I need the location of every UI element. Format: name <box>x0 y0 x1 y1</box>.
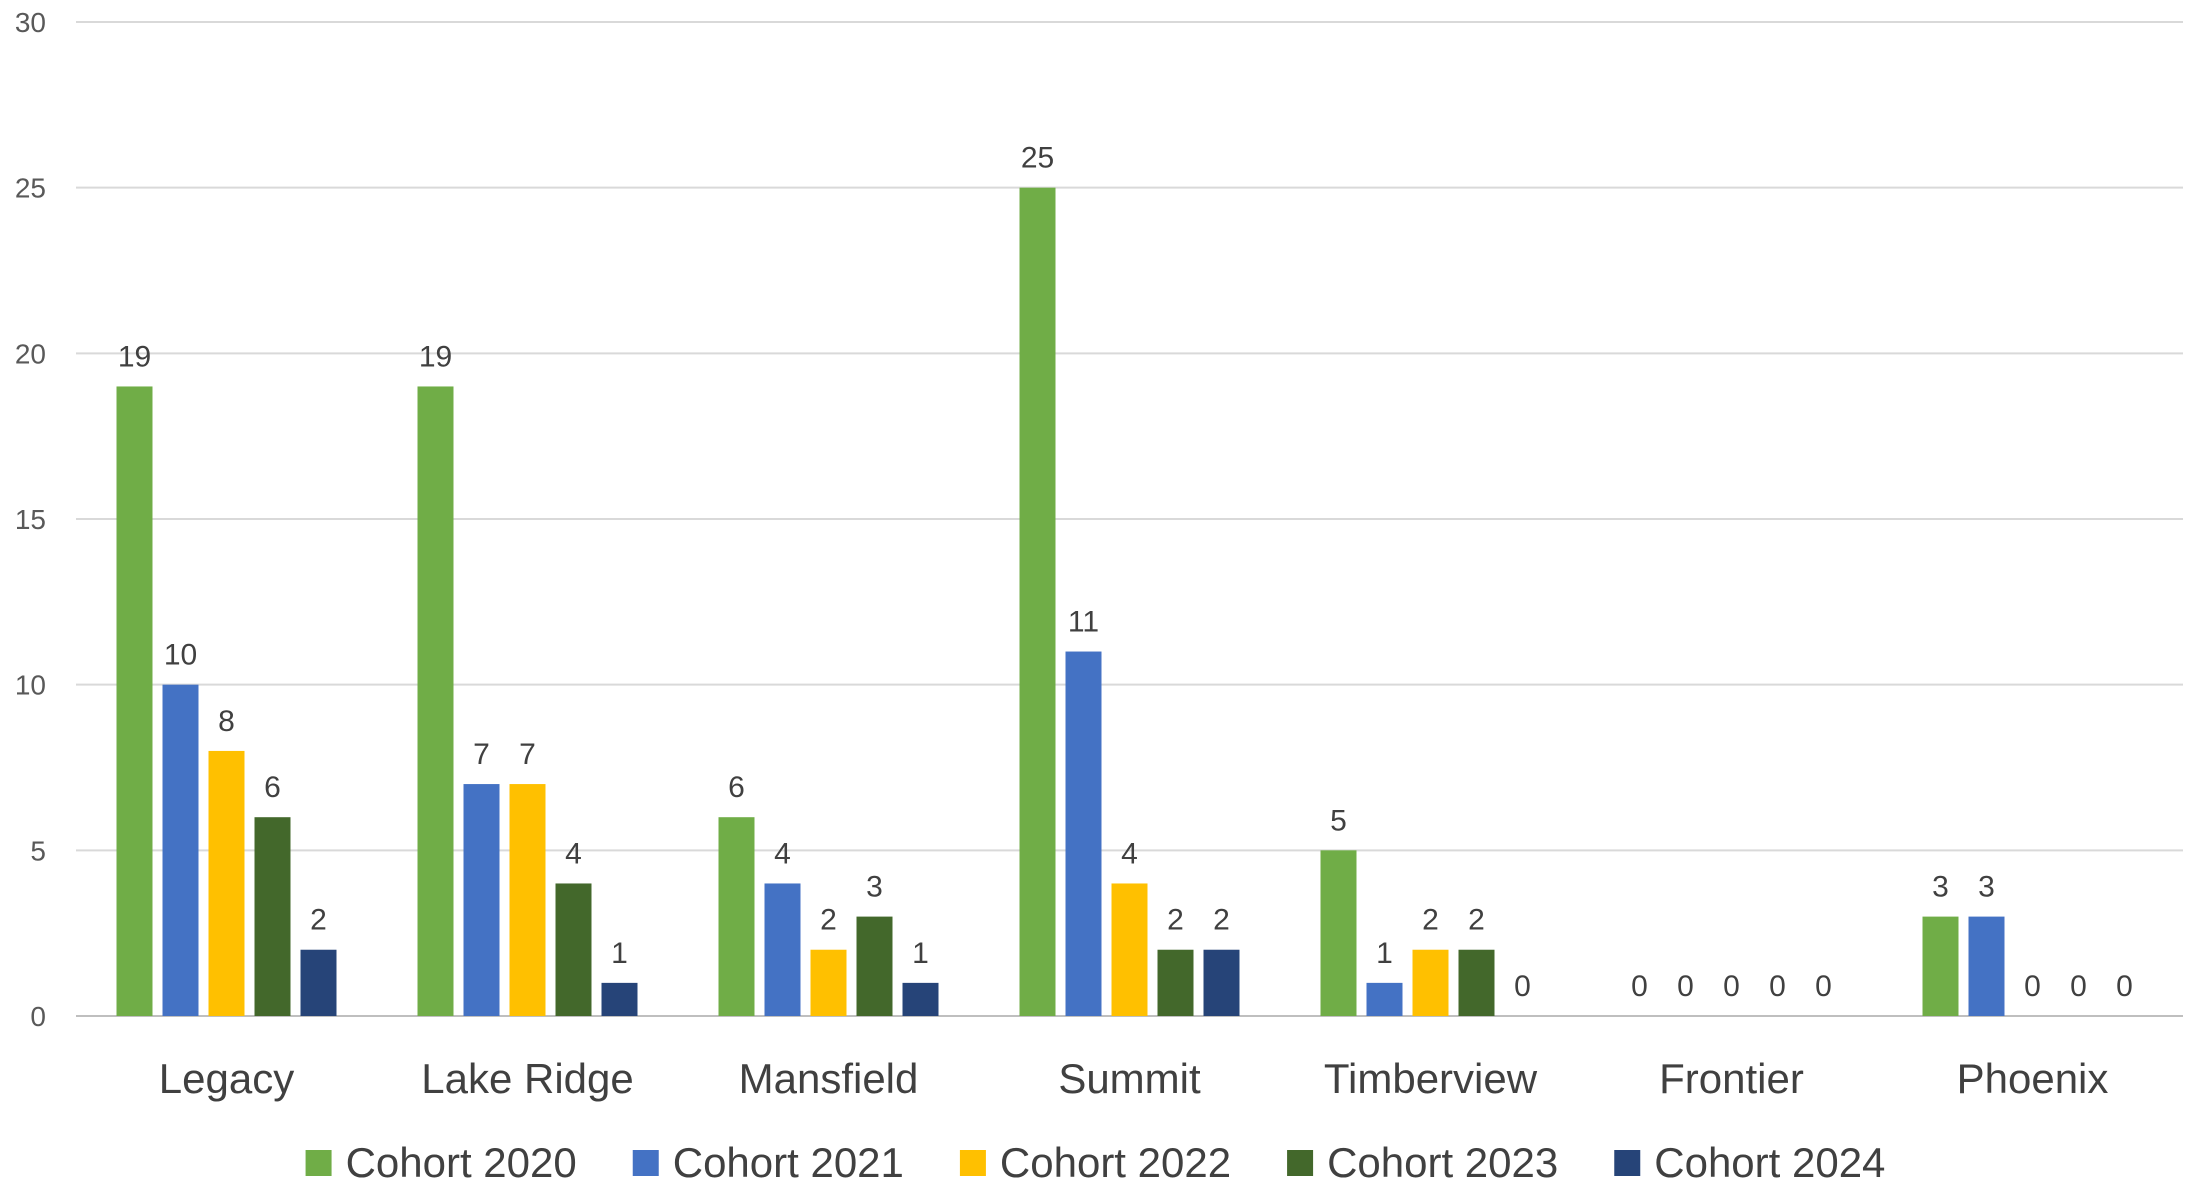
data-label: 6 <box>264 771 281 804</box>
bar-legacy-cohort-2021 <box>162 684 199 1016</box>
category-label: Timberview <box>1324 1055 1538 1102</box>
data-label: 19 <box>419 340 452 373</box>
legend: Cohort 2020 Cohort 2021 Cohort 2022 Cohort … <box>305 1139 1885 1186</box>
data-label: 7 <box>519 738 536 771</box>
data-label: 2 <box>820 904 837 937</box>
y-tick-label: 30 <box>15 7 46 38</box>
legend-swatch <box>1287 1150 1314 1176</box>
category-label: Summit <box>1058 1055 1201 1102</box>
y-tick-label: 5 <box>30 835 46 866</box>
category-label: Mansfield <box>739 1055 919 1102</box>
bar-summit-cohort-2021 <box>1065 651 1102 1016</box>
y-tick-label: 15 <box>15 504 46 535</box>
legend-label: Cohort 2022 <box>1000 1139 1231 1186</box>
data-label: 0 <box>2116 970 2133 1003</box>
bar-lake-ridge-cohort-2023 <box>555 883 592 1016</box>
data-label: 6 <box>728 771 745 804</box>
data-label: 0 <box>1514 970 1531 1003</box>
data-label: 0 <box>2070 970 2087 1003</box>
legend-swatch <box>305 1150 332 1176</box>
bar-mansfield-cohort-2020 <box>718 817 755 1016</box>
legend-swatch <box>1614 1150 1641 1176</box>
bar-summit-cohort-2023 <box>1157 949 1194 1016</box>
bar-phoenix-cohort-2021 <box>1968 916 2005 1016</box>
y-tick-label: 0 <box>30 1001 46 1032</box>
legend-item: Cohort 2021 <box>632 1139 904 1186</box>
data-label: 3 <box>1978 871 1995 904</box>
x-axis-categories: Legacy Lake Ridge Mansfield Summit Timbervie… <box>159 1055 2109 1102</box>
bar-lake-ridge-cohort-2021 <box>463 784 500 1016</box>
data-label: 7 <box>473 738 490 771</box>
data-label: 2 <box>1422 904 1439 937</box>
data-label: 1 <box>1376 937 1393 970</box>
legend-item: Cohort 2020 <box>305 1139 577 1186</box>
category-label: Phoenix <box>1957 1055 2109 1102</box>
bar-lake-ridge-cohort-2020 <box>417 386 454 1016</box>
legend-swatch <box>632 1150 659 1176</box>
category-label: Frontier <box>1659 1055 1804 1102</box>
data-label: 4 <box>1121 837 1138 870</box>
bar-legacy-cohort-2024 <box>300 949 337 1016</box>
data-label: 10 <box>164 639 197 672</box>
bar-mansfield-cohort-2024 <box>902 982 939 1016</box>
data-label: 25 <box>1021 142 1054 175</box>
data-label: 19 <box>118 340 151 373</box>
data-label: 2 <box>1213 904 1230 937</box>
bar-summit-cohort-2024 <box>1203 949 1240 1016</box>
data-label: 5 <box>1330 804 1347 837</box>
data-label: 1 <box>611 937 628 970</box>
data-label: 3 <box>1932 871 1949 904</box>
bar-legacy-cohort-2023 <box>254 817 291 1016</box>
data-label: 0 <box>1631 970 1648 1003</box>
bar-timberview-cohort-2022 <box>1412 949 1449 1016</box>
bar-timberview-cohort-2021 <box>1366 982 1403 1016</box>
legend-label: Cohort 2024 <box>1654 1139 1885 1186</box>
legend-swatch <box>959 1150 986 1176</box>
category-label: Lake Ridge <box>421 1055 633 1102</box>
data-label: 0 <box>1723 970 1740 1003</box>
data-label: 0 <box>1677 970 1694 1003</box>
y-tick-label: 10 <box>15 670 46 701</box>
bar-timberview-cohort-2023 <box>1458 949 1495 1016</box>
data-label: 4 <box>565 837 582 870</box>
bar-lake-ridge-cohort-2022 <box>509 784 546 1016</box>
data-label: 4 <box>774 837 791 870</box>
data-label: 2 <box>1167 904 1184 937</box>
legend-item: Cohort 2023 <box>1287 1139 1558 1186</box>
bar-legacy-cohort-2020 <box>116 386 153 1016</box>
legend-label: Cohort 2020 <box>346 1139 577 1186</box>
bar-summit-cohort-2022 <box>1111 883 1148 1016</box>
bar-mansfield-cohort-2023 <box>856 916 893 1016</box>
y-tick-label: 20 <box>15 338 46 369</box>
legend-item: Cohort 2022 <box>959 1139 1231 1186</box>
data-label: 8 <box>218 705 235 738</box>
bar-summit-cohort-2020 <box>1019 187 1056 1016</box>
bar-timberview-cohort-2020 <box>1320 850 1357 1016</box>
data-label: 0 <box>1769 970 1786 1003</box>
data-label: 3 <box>866 871 883 904</box>
data-label: 1 <box>912 937 929 970</box>
legend-label: Cohort 2023 <box>1327 1139 1558 1186</box>
data-label: 0 <box>1815 970 1832 1003</box>
bar-lake-ridge-cohort-2024 <box>601 982 638 1016</box>
bar-phoenix-cohort-2020 <box>1922 916 1959 1016</box>
bar-legacy-cohort-2022 <box>208 750 245 1016</box>
data-label: 0 <box>2024 970 2041 1003</box>
legend-item: Cohort 2024 <box>1614 1139 1885 1186</box>
y-axis-ticks: 0 5 10 15 20 25 30 <box>15 7 46 1032</box>
bars <box>116 187 2005 1016</box>
legend-label: Cohort 2021 <box>673 1139 904 1186</box>
data-label: 2 <box>310 904 327 937</box>
y-tick-label: 25 <box>15 173 46 204</box>
bar-mansfield-cohort-2021 <box>764 883 801 1016</box>
data-label: 11 <box>1068 606 1099 639</box>
bar-mansfield-cohort-2022 <box>810 949 847 1016</box>
data-label: 2 <box>1468 904 1485 937</box>
category-label: Legacy <box>159 1055 294 1102</box>
